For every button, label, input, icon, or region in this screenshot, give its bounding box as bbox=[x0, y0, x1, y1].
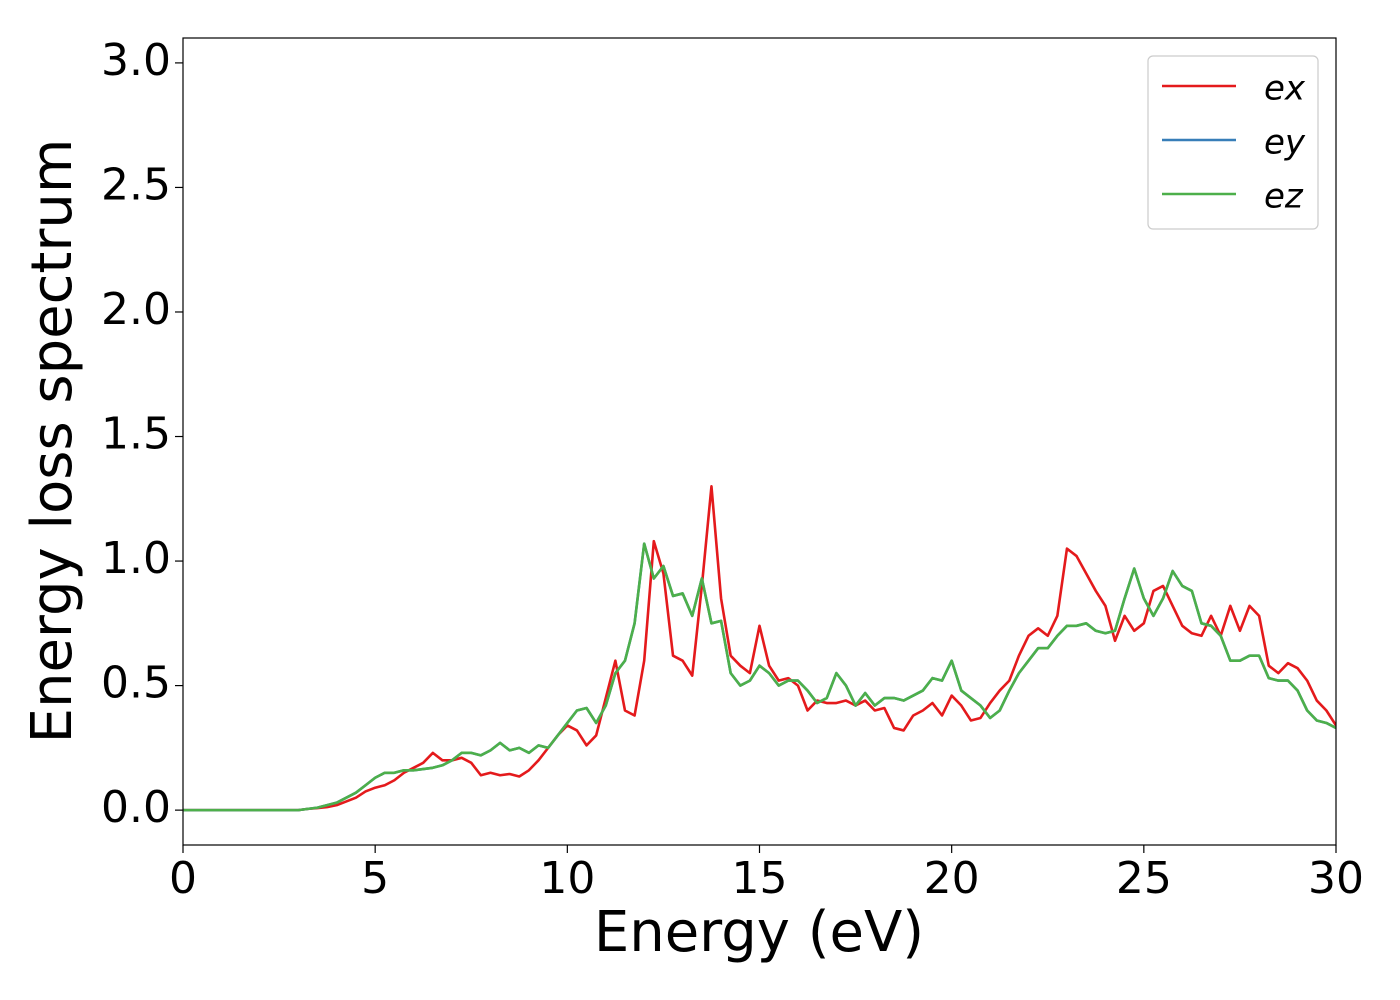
y-axis-label: Energy loss spectrum bbox=[20, 139, 85, 744]
x-tick-label: 0 bbox=[169, 853, 197, 904]
x-tick-label: 20 bbox=[924, 853, 980, 904]
x-tick-label: 30 bbox=[1308, 853, 1364, 904]
series-line bbox=[183, 542, 1336, 812]
plot-frame bbox=[182, 37, 1337, 846]
y-tick-label: 2.5 bbox=[101, 159, 171, 210]
x-tick-label: 25 bbox=[1116, 853, 1172, 904]
legend-label: ey bbox=[1264, 123, 1306, 163]
legend-label: ex bbox=[1264, 69, 1306, 109]
series-line bbox=[183, 542, 1336, 812]
y-tick-label: 0.0 bbox=[101, 782, 171, 833]
x-tick-label: 5 bbox=[361, 853, 389, 904]
y-tick-label: 3.0 bbox=[101, 35, 171, 86]
y-tick-label: 1.0 bbox=[101, 533, 171, 584]
legend-box bbox=[1147, 55, 1319, 230]
x-axis-label: Energy (eV) bbox=[594, 900, 924, 965]
y-tick-label: 2.0 bbox=[101, 284, 171, 335]
y-tick-label: 1.5 bbox=[101, 409, 171, 460]
x-tick-label: 15 bbox=[732, 853, 788, 904]
legend-label: ez bbox=[1264, 177, 1304, 217]
y-tick-label: 0.5 bbox=[101, 658, 171, 709]
x-tick-label: 10 bbox=[539, 853, 595, 904]
series-line bbox=[183, 485, 1336, 812]
